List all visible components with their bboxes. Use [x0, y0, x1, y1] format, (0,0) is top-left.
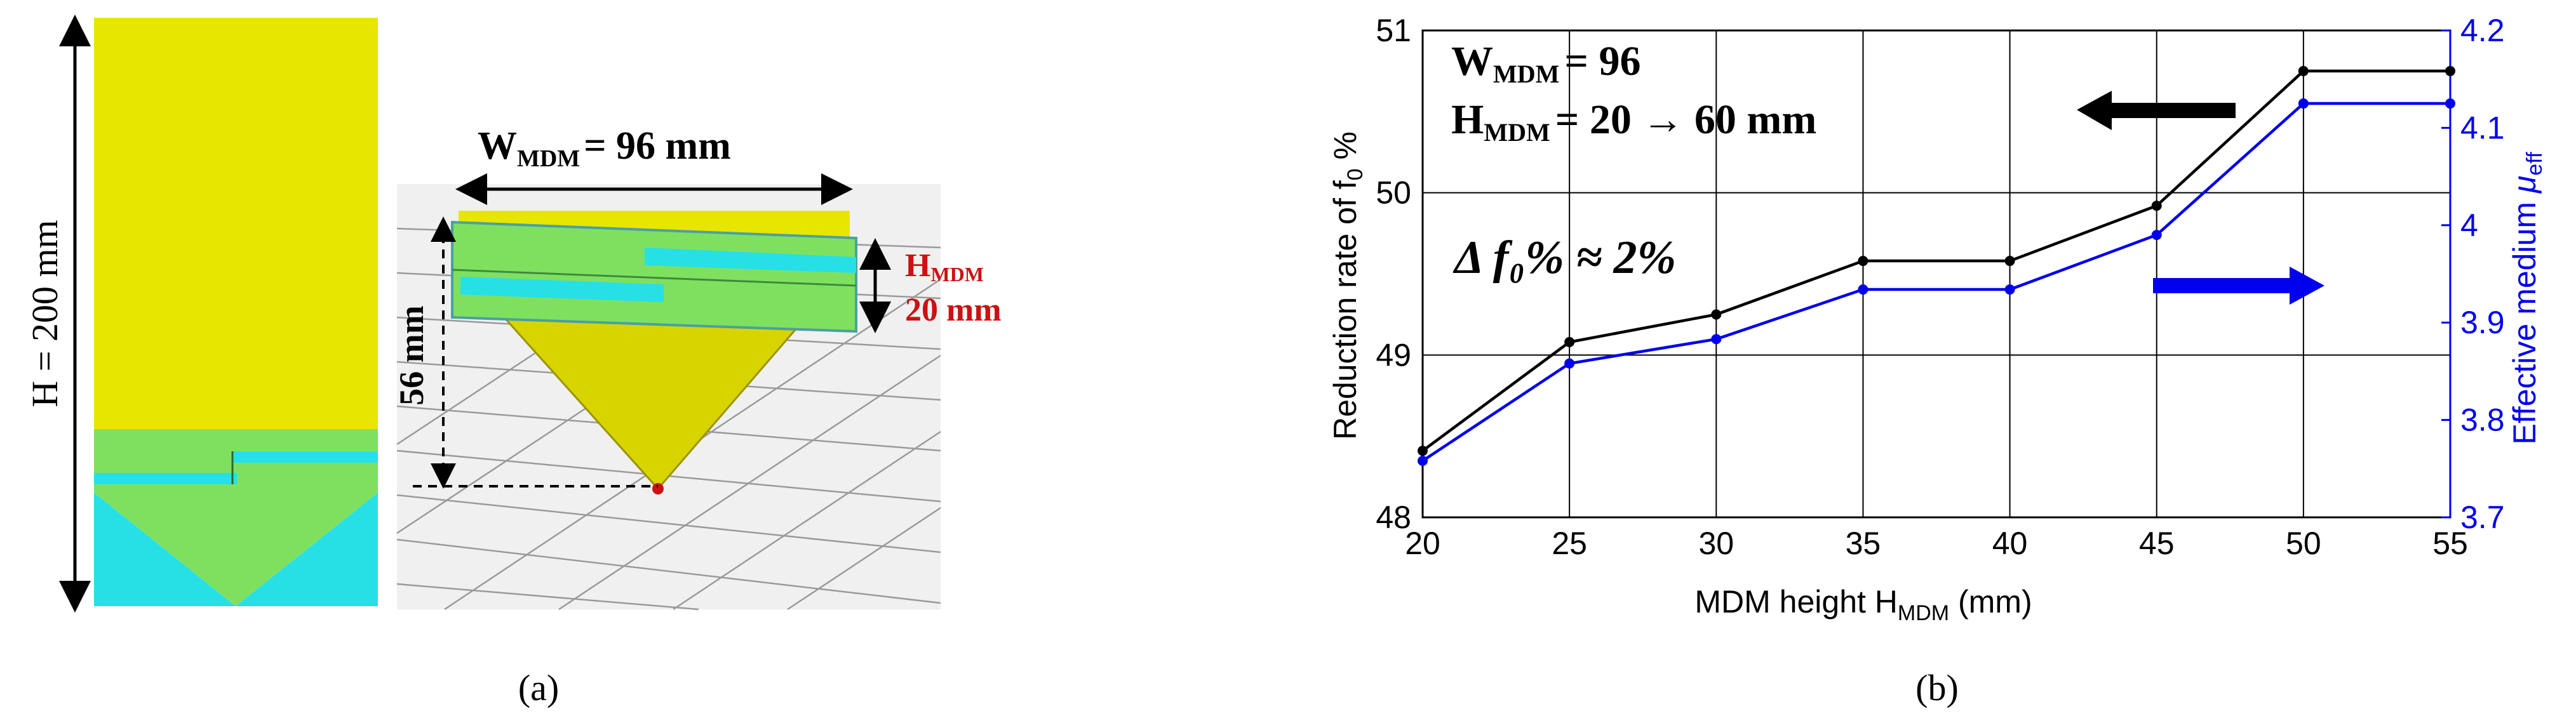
- data-point-right: [1711, 334, 1722, 345]
- data-point-left: [2298, 65, 2309, 76]
- data-point-left: [2004, 256, 2015, 267]
- x-tick-label: 35: [1846, 526, 1881, 561]
- depth-label: 56 mm: [392, 305, 431, 405]
- y-right-tick-label: 4.2: [2460, 13, 2505, 48]
- mdm-height-label: HMDM: [905, 248, 984, 286]
- data-point-right: [2445, 98, 2455, 109]
- annotation-delta: Δ f₀% ≈ 2%: [1452, 232, 1676, 284]
- y-right-tick-label: 4: [2460, 208, 2478, 243]
- height-label: H = 200 mm: [24, 220, 65, 407]
- panel-b-caption: (b): [1915, 667, 1959, 708]
- data-point-left: [1711, 309, 1722, 320]
- x-axis-label: MDM height HMDM (mm): [1694, 584, 2032, 625]
- y-left-tick-label: 48: [1376, 500, 1411, 535]
- y-right-tick-label: 3.8: [2460, 402, 2505, 438]
- series-line-left: [1421, 69, 2450, 452]
- y-right-tick-label: 3.9: [2460, 305, 2505, 340]
- y-axis-right-label: Effective medium μeff: [2507, 152, 2547, 445]
- y-left-tick-label: 49: [1376, 337, 1411, 373]
- mdm-strip-upper: [232, 451, 378, 463]
- width-label: WMDM= 96 mm: [478, 124, 731, 172]
- x-tick-label: 55: [2432, 526, 2468, 561]
- x-tick-label: 45: [2139, 526, 2175, 561]
- y-right-tick-label: 3.7: [2460, 500, 2505, 535]
- left-arrow-black: [2077, 91, 2236, 130]
- radiator-yellow: [94, 18, 378, 429]
- x-tick-label: 40: [1992, 526, 2028, 561]
- data-point-right: [2151, 230, 2162, 241]
- feed-triangle-green: [94, 493, 378, 606]
- data-point-left: [1418, 446, 1428, 456]
- ticks-layer: 20 25 30 35 40 45 50 55 48 49 50 51 3.7 3.8 3.9 4 4.1 4.2: [1376, 13, 2504, 561]
- y-axis-left-label: Reduction rate of f0 %: [1327, 131, 1367, 440]
- data-point-right: [1418, 456, 1428, 467]
- data-point-right: [2004, 284, 2015, 295]
- feed-point: [652, 483, 664, 494]
- right-arrow-blue: [2153, 267, 2324, 305]
- data-point-left: [2445, 65, 2455, 76]
- data-point-left: [2151, 201, 2162, 211]
- data-point-left: [1858, 256, 1868, 267]
- series-layer: [1418, 65, 2455, 467]
- ground-cyan-right: [236, 493, 378, 606]
- y-left-tick-label: 50: [1376, 175, 1411, 211]
- panel-a-antenna-diagram: H = 200 mm: [24, 15, 1002, 708]
- antenna-3d-strip-lower: [460, 277, 664, 302]
- panel-b-chart: 20 25 30 35 40 45 50 55 48 49 50 51 3.7 3.8 3.9 4 4.1 4.2…: [1327, 13, 2547, 708]
- panel-a-caption: (a): [518, 667, 559, 708]
- antenna-3d-edge: [452, 269, 857, 287]
- antenna-3d-strip-upper: [645, 248, 856, 273]
- data-point-right: [1858, 284, 1868, 295]
- mdm-strip-lower: [94, 473, 237, 484]
- data-point-right: [2298, 98, 2309, 109]
- ground-cyan-left: [94, 493, 236, 606]
- x-tick-label: 25: [1552, 526, 1587, 561]
- mdm-height-value: 20 mm: [905, 292, 1002, 328]
- data-point-left: [1564, 336, 1575, 347]
- y-left-tick-label: 51: [1376, 13, 1411, 48]
- annotation-height: HMDM = 20 → 60 mm: [1451, 96, 1816, 147]
- x-tick-label: 30: [1698, 526, 1734, 561]
- x-tick-label: 50: [2286, 526, 2321, 561]
- series-line-right: [1421, 102, 2450, 462]
- data-point-right: [1564, 358, 1575, 369]
- x-tick-label: 20: [1405, 526, 1440, 561]
- annotation-width: WMDM = 96: [1451, 38, 1641, 88]
- y-right-tick-label: 4.1: [2460, 110, 2505, 145]
